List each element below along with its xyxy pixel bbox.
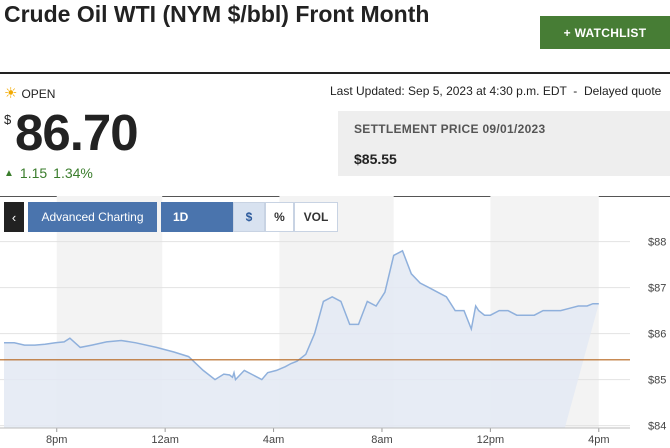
x-tick-label: 12pm bbox=[477, 434, 505, 446]
y-tick-label: $86 bbox=[648, 329, 666, 341]
delayed-quote-text: Delayed quote bbox=[583, 84, 662, 98]
sun-icon: ☀ bbox=[4, 85, 18, 102]
arrow-up-icon: ▲ bbox=[4, 167, 14, 179]
market-status: ☀ OPEN bbox=[4, 86, 55, 101]
y-axis-labels: $88 $87 $86 $85 $84 bbox=[648, 237, 666, 433]
change-value: 1.15 bbox=[19, 165, 48, 181]
period-label: 1D bbox=[173, 210, 189, 224]
price-area bbox=[4, 250, 599, 428]
x-axis-labels: 8pm 12am 4am 8am 12pm 4pm bbox=[0, 427, 630, 446]
unit-percent-button[interactable]: % bbox=[265, 202, 294, 232]
y-tick-label: $84 bbox=[648, 421, 666, 433]
page-title: Crude Oil WTI (NYM $/bbl) Front Month bbox=[4, 1, 430, 27]
unit-volume-button[interactable]: VOL bbox=[294, 202, 338, 232]
market-state-label: OPEN bbox=[21, 86, 56, 101]
separator: - bbox=[569, 84, 581, 98]
price-chart: $88 $87 $86 $85 $84 8pm 12am 4am 8am 12pm 4pm bbox=[0, 196, 666, 446]
divider bbox=[0, 72, 670, 74]
price-line bbox=[4, 249, 599, 382]
advanced-charting-button[interactable]: Advanced Charting bbox=[28, 202, 157, 232]
last-price: 86.70 bbox=[15, 104, 139, 161]
x-tick-label: 4pm bbox=[588, 434, 609, 446]
settlement-panel: SETTLEMENT PRICE 09/01/2023 $85.55 bbox=[338, 111, 670, 176]
back-button[interactable]: ‹ bbox=[4, 202, 24, 232]
last-updated: Last Updated: Sep 5, 2023 at 4:30 p.m. E… bbox=[330, 84, 670, 98]
change-percent: 1.34% bbox=[53, 165, 93, 181]
y-tick-label: $87 bbox=[648, 283, 666, 295]
unit-dollar-button[interactable]: $ bbox=[233, 202, 265, 232]
currency-symbol: $ bbox=[4, 112, 12, 127]
price-change: ▲ 1.15 1.34% bbox=[4, 165, 93, 181]
last-updated-text: Last Updated: Sep 5, 2023 at 4:30 p.m. E… bbox=[330, 84, 567, 98]
add-watchlist-button[interactable]: + WATCHLIST bbox=[540, 16, 670, 49]
chevron-left-icon: ‹ bbox=[11, 209, 17, 225]
x-tick-label: 12am bbox=[151, 434, 179, 446]
x-tick-label: 4am bbox=[263, 434, 284, 446]
settlement-value: $85.55 bbox=[354, 151, 397, 167]
x-tick-label: 8pm bbox=[46, 434, 67, 446]
settlement-label: SETTLEMENT PRICE 09/01/2023 bbox=[354, 122, 546, 136]
y-tick-label: $88 bbox=[648, 237, 666, 249]
y-tick-label: $85 bbox=[648, 375, 666, 387]
x-tick-label: 8am bbox=[371, 434, 392, 446]
